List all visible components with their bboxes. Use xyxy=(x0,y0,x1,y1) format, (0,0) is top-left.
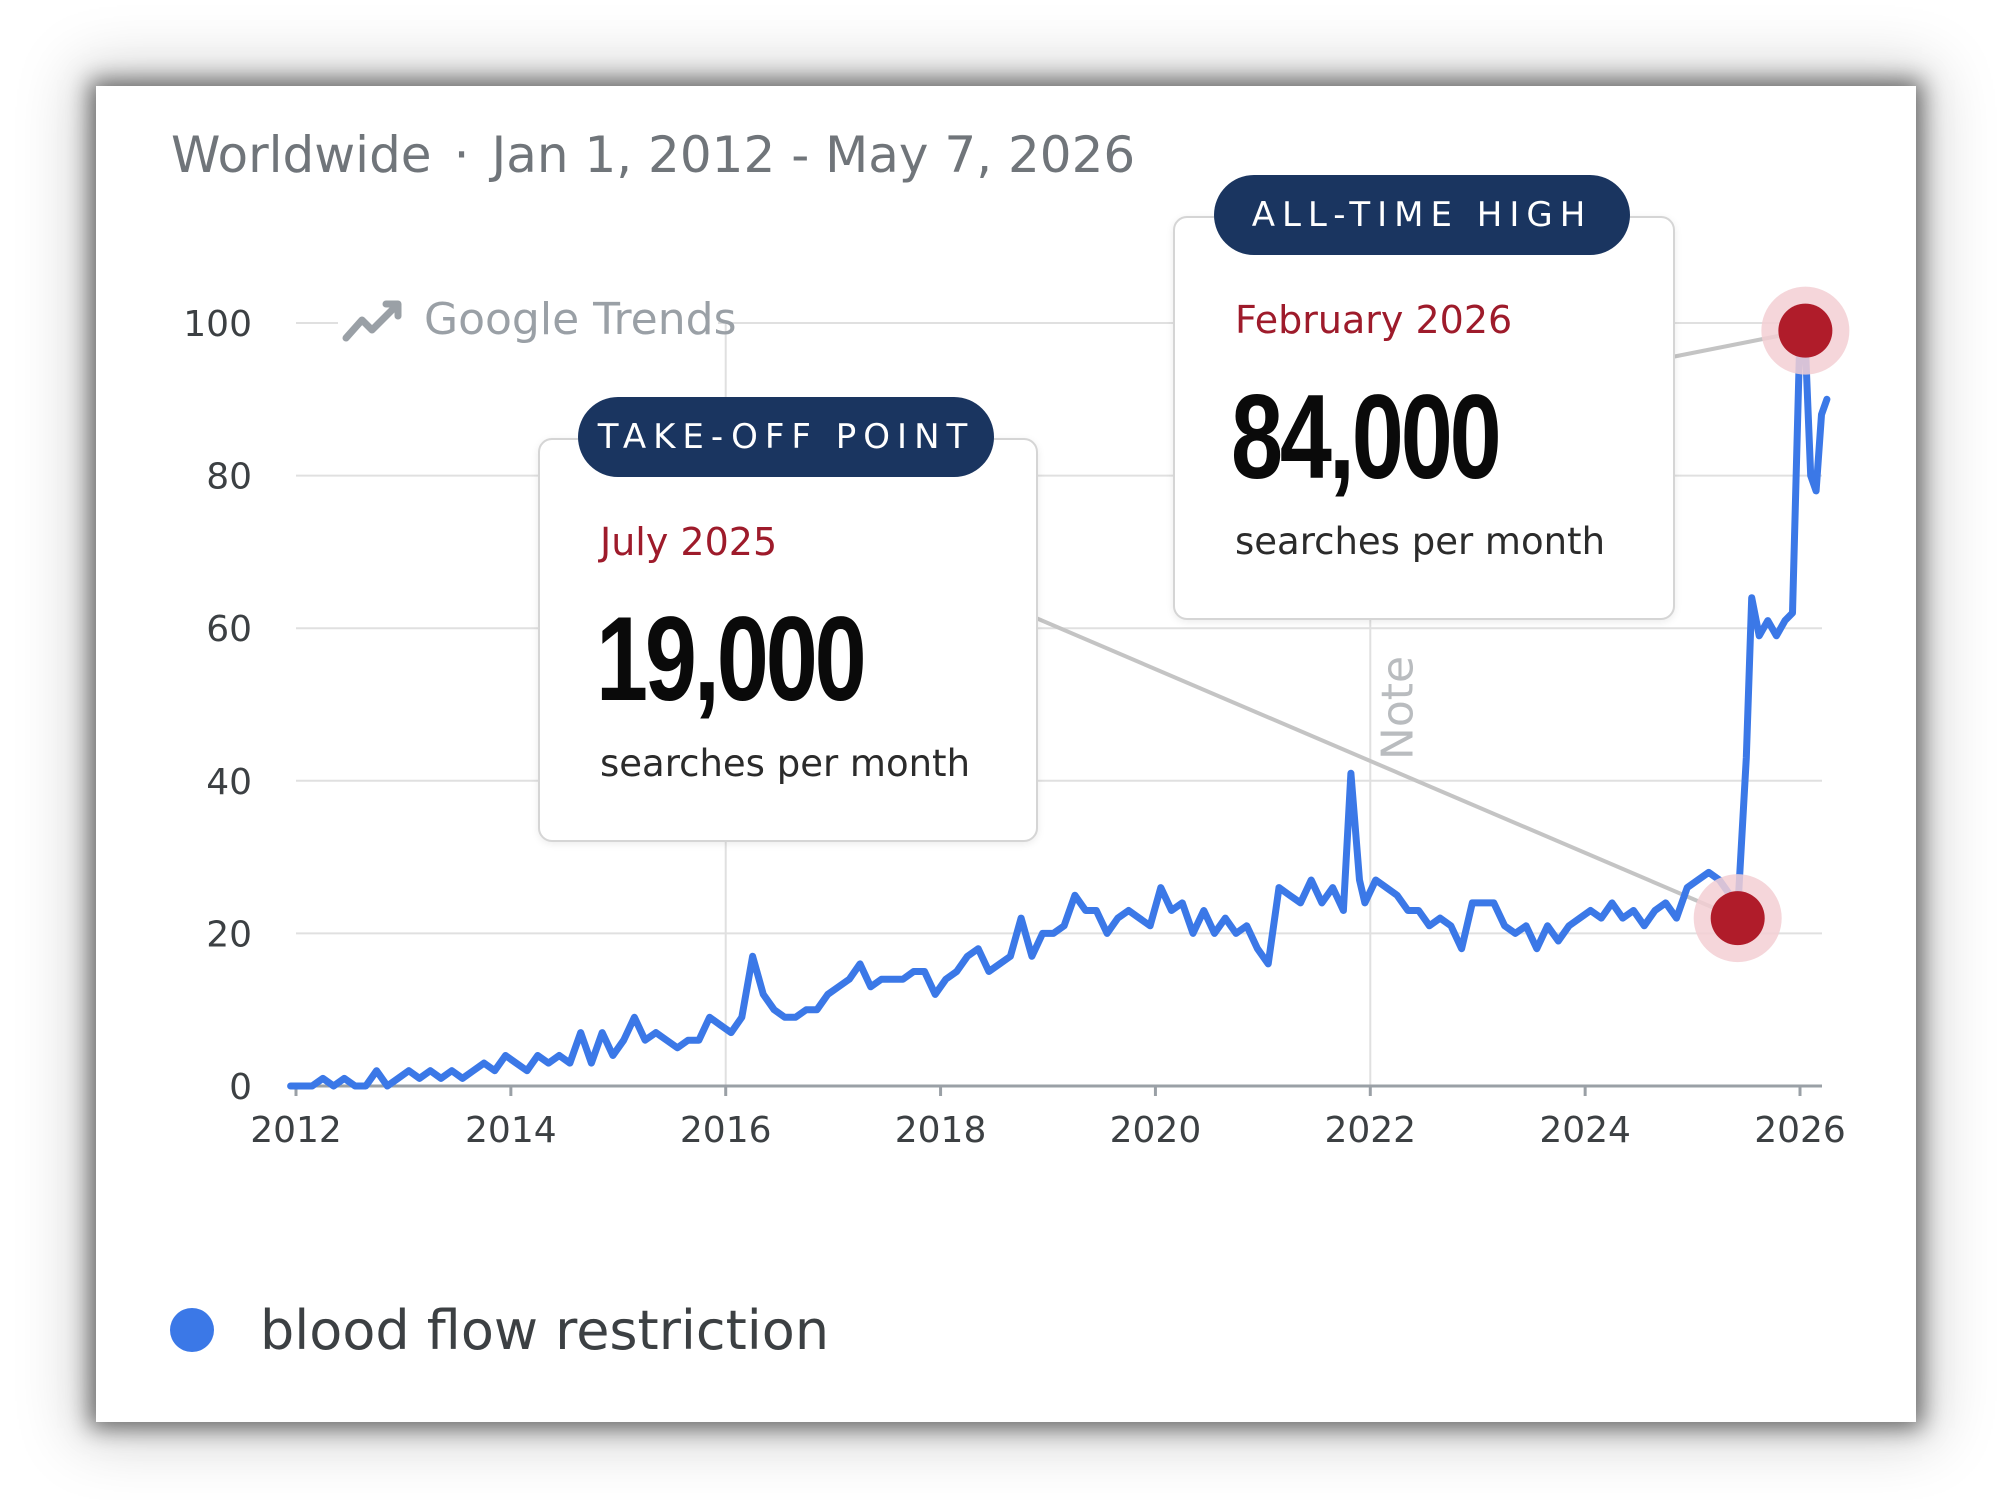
series-line xyxy=(287,327,1831,1090)
takeoff-caption: searches per month xyxy=(600,742,971,785)
legend-marker xyxy=(170,1308,214,1352)
chart-header: Worldwide · Jan 1, 2012 - May 7, 2026 xyxy=(171,126,1135,184)
takeoff-connector-line xyxy=(1035,616,1739,920)
takeoff-callout: July 2025 19,000 searches per month xyxy=(538,438,1038,842)
y-tick-label: 60 xyxy=(206,609,252,650)
x-tick-label: 2012 xyxy=(250,1110,342,1151)
all-time-high-pill: ALL-TIME HIGH xyxy=(1214,175,1630,255)
x-tick-label: 2018 xyxy=(895,1110,987,1151)
note-marker-label: Note xyxy=(1372,656,1423,760)
x-tick-label: 2016 xyxy=(680,1110,772,1151)
takeoff-marker xyxy=(1710,891,1765,946)
watermark-label: Google Trends xyxy=(424,294,737,345)
y-tick-label: 80 xyxy=(206,457,252,498)
y-tick-label: 40 xyxy=(206,762,252,803)
x-tick-label: 2026 xyxy=(1754,1110,1846,1151)
y-tick-label: 0 xyxy=(229,1067,252,1108)
x-tick-label: 2014 xyxy=(465,1110,557,1151)
x-tick-label: 2024 xyxy=(1539,1110,1631,1151)
takeoff-date: July 2025 xyxy=(600,520,778,564)
all-time-high-marker xyxy=(1778,303,1833,358)
legend: blood flow restriction xyxy=(170,1298,830,1362)
date-range-label: Jan 1, 2012 - May 7, 2026 xyxy=(491,126,1136,184)
all-time-high-callout: February 2026 84,000 searches per month xyxy=(1173,216,1675,620)
header-separator: · xyxy=(453,126,470,184)
all-time-high-value: 84,000 xyxy=(1231,370,1502,504)
x-tick-label: 2020 xyxy=(1110,1110,1202,1151)
takeoff-value: 19,000 xyxy=(596,592,867,726)
x-tick-label: 2022 xyxy=(1324,1110,1416,1151)
trending-up-icon xyxy=(342,300,402,342)
y-tick-label: 20 xyxy=(206,914,252,955)
region-label: Worldwide xyxy=(171,126,432,184)
takeoff-pill: TAKE-OFF POINT xyxy=(578,397,994,477)
y-tick-label: 100 xyxy=(183,304,252,345)
all-time-high-caption: searches per month xyxy=(1235,520,1606,563)
all-time-high-date: February 2026 xyxy=(1235,298,1513,342)
legend-label: blood flow restriction xyxy=(260,1298,830,1362)
